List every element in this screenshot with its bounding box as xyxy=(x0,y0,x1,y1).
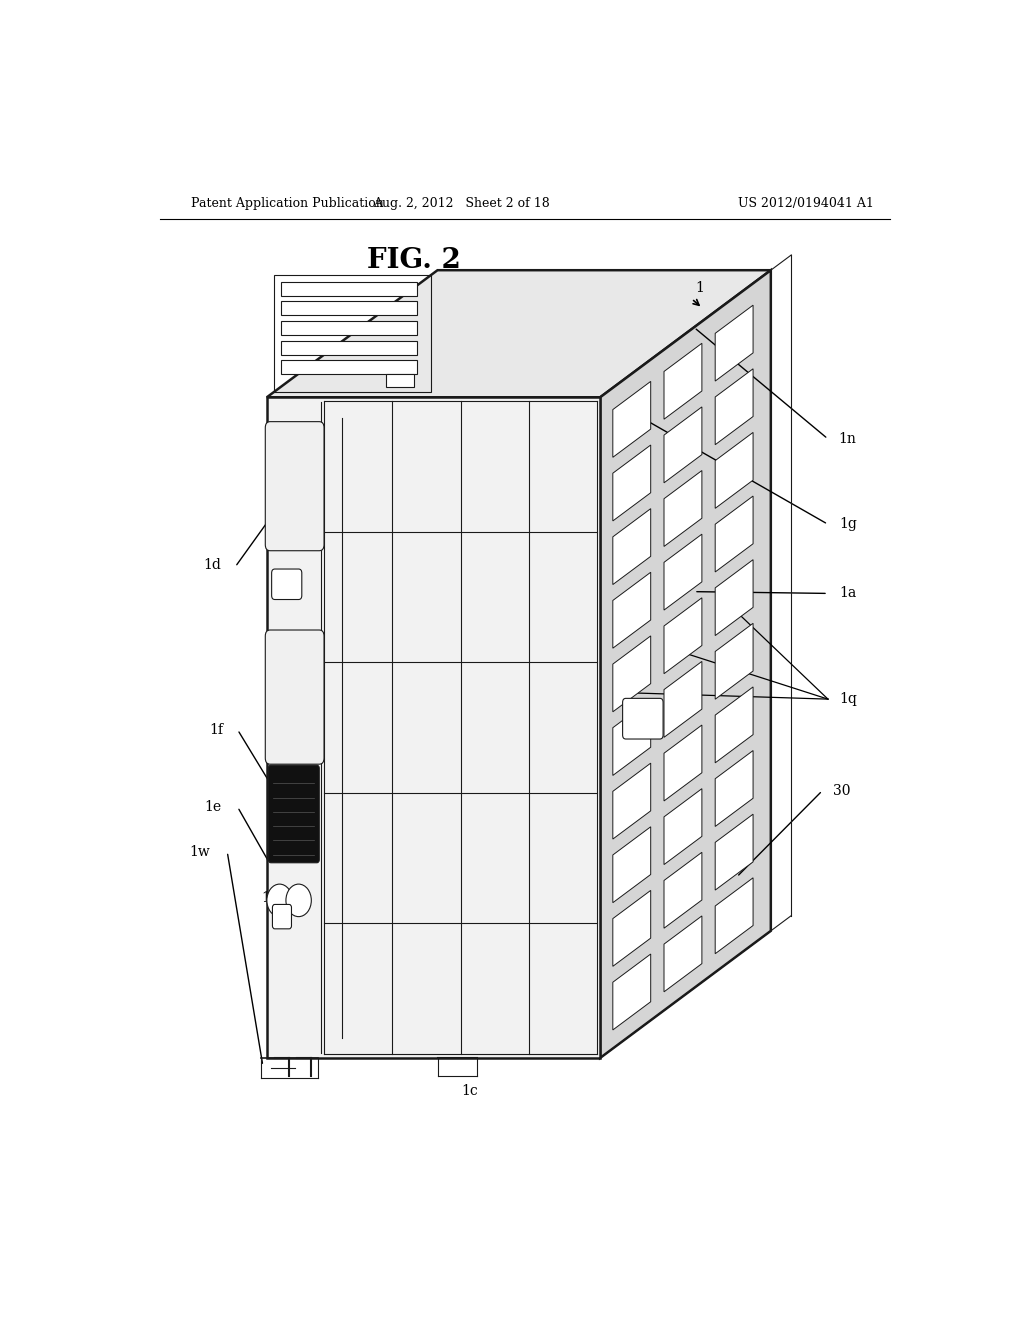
Polygon shape xyxy=(715,814,753,890)
Circle shape xyxy=(286,884,311,916)
Text: 1: 1 xyxy=(695,281,703,296)
Text: 1q: 1q xyxy=(839,692,857,706)
Polygon shape xyxy=(664,725,701,801)
Text: 1c: 1c xyxy=(261,891,278,906)
Polygon shape xyxy=(715,496,753,572)
Polygon shape xyxy=(281,281,417,296)
Polygon shape xyxy=(664,661,701,738)
Text: 1a: 1a xyxy=(839,586,856,601)
Circle shape xyxy=(267,884,292,916)
Polygon shape xyxy=(612,826,650,903)
Text: US 2012/0194041 A1: US 2012/0194041 A1 xyxy=(738,197,873,210)
Text: 1e: 1e xyxy=(205,800,221,814)
Polygon shape xyxy=(267,271,771,397)
Text: 30: 30 xyxy=(833,784,850,797)
Polygon shape xyxy=(715,305,753,381)
Polygon shape xyxy=(664,535,701,610)
Polygon shape xyxy=(612,508,650,585)
Polygon shape xyxy=(612,763,650,840)
Polygon shape xyxy=(715,560,753,636)
Polygon shape xyxy=(715,686,753,763)
Polygon shape xyxy=(664,916,701,991)
FancyBboxPatch shape xyxy=(271,569,302,599)
FancyBboxPatch shape xyxy=(623,698,664,739)
Text: 1w: 1w xyxy=(189,845,210,858)
Polygon shape xyxy=(715,751,753,826)
Text: 1d: 1d xyxy=(204,558,221,572)
Polygon shape xyxy=(612,573,650,648)
Text: Aug. 2, 2012   Sheet 2 of 18: Aug. 2, 2012 Sheet 2 of 18 xyxy=(373,197,550,210)
Polygon shape xyxy=(281,301,417,315)
Polygon shape xyxy=(600,271,771,1057)
Text: 1n: 1n xyxy=(839,432,856,446)
Polygon shape xyxy=(267,397,600,1057)
Polygon shape xyxy=(281,360,417,375)
Polygon shape xyxy=(715,623,753,700)
Polygon shape xyxy=(664,598,701,673)
Text: 1c: 1c xyxy=(461,1085,477,1098)
Polygon shape xyxy=(715,878,753,954)
Text: FIG. 2: FIG. 2 xyxy=(367,247,461,273)
Polygon shape xyxy=(612,954,650,1030)
Polygon shape xyxy=(715,433,753,508)
Polygon shape xyxy=(664,788,701,865)
Polygon shape xyxy=(664,343,701,420)
Text: 1f: 1f xyxy=(209,722,223,737)
Polygon shape xyxy=(612,381,650,457)
Polygon shape xyxy=(612,445,650,521)
Text: Patent Application Publication: Patent Application Publication xyxy=(191,197,384,210)
Polygon shape xyxy=(664,470,701,546)
Polygon shape xyxy=(664,853,701,928)
Polygon shape xyxy=(281,321,417,335)
FancyBboxPatch shape xyxy=(265,630,324,764)
Polygon shape xyxy=(612,700,650,775)
FancyBboxPatch shape xyxy=(268,766,319,863)
FancyBboxPatch shape xyxy=(265,421,324,550)
FancyBboxPatch shape xyxy=(272,904,292,929)
Polygon shape xyxy=(612,891,650,966)
Polygon shape xyxy=(612,636,650,711)
Polygon shape xyxy=(386,375,414,387)
Text: 1g: 1g xyxy=(839,517,857,532)
Polygon shape xyxy=(281,341,417,355)
Polygon shape xyxy=(715,368,753,445)
Polygon shape xyxy=(664,407,701,483)
